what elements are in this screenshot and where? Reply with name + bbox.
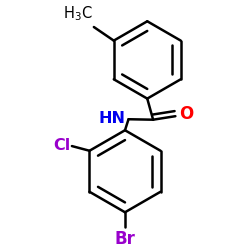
Text: Cl: Cl [53, 138, 70, 153]
Text: Br: Br [114, 230, 136, 248]
Text: O: O [179, 105, 193, 123]
Text: $\mathsf{H_3C}$: $\mathsf{H_3C}$ [63, 4, 93, 23]
Text: HN: HN [99, 110, 126, 126]
